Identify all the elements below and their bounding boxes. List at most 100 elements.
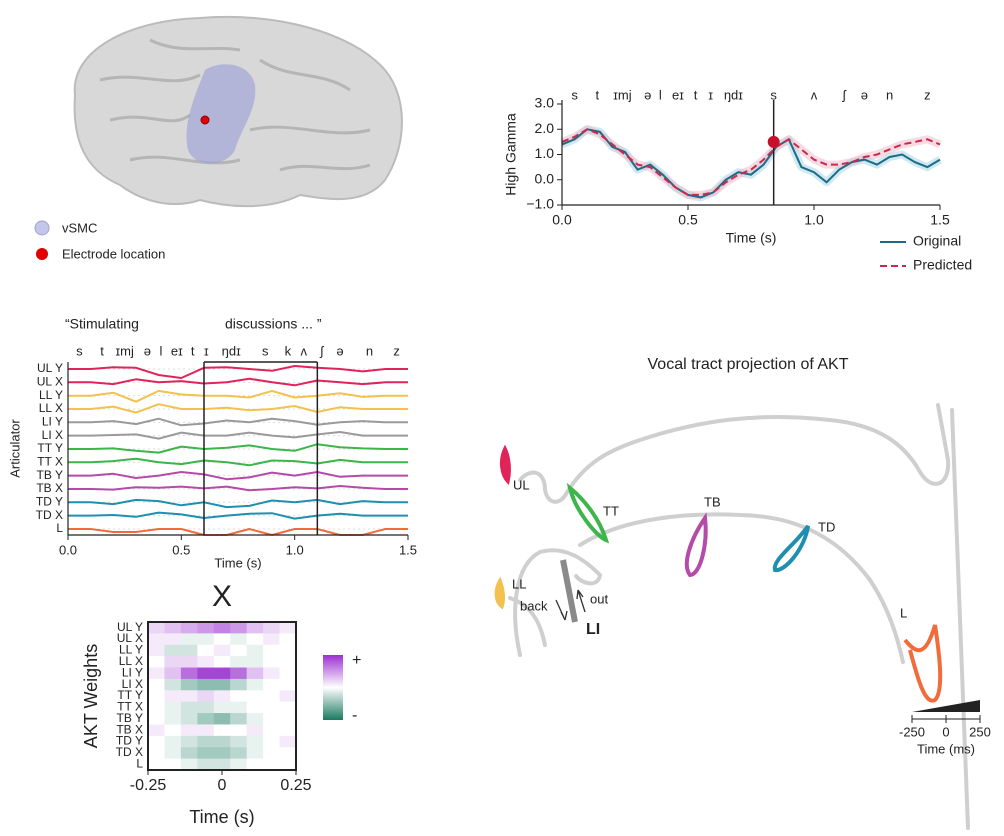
heat-cell: [246, 633, 264, 646]
x-tick-label: 0.5: [678, 212, 698, 228]
trace: [68, 403, 408, 414]
td-trajectory: [772, 524, 810, 572]
phoneme: eɪ: [171, 343, 183, 358]
row-label: LI X: [122, 677, 143, 691]
heat-cell: [263, 622, 281, 634]
heat-cell: [148, 622, 165, 634]
x-tick-label: 1.5: [399, 542, 417, 557]
brain-image: [73, 15, 403, 208]
row-label: LL Y: [39, 388, 63, 402]
heat-cell: [230, 667, 248, 680]
trace: [68, 471, 408, 481]
phoneme: l: [159, 343, 162, 358]
phoneme: s: [770, 87, 777, 102]
heat-cell: [148, 678, 165, 691]
row-label: UL Y: [37, 361, 63, 375]
trace: [68, 457, 408, 467]
heat-cell: [180, 713, 198, 725]
heat-cell: [197, 656, 215, 669]
phoneme: t: [100, 343, 104, 358]
heat-cell: [230, 690, 248, 703]
row-label: UL Y: [117, 620, 143, 634]
heat-cell: [164, 713, 182, 725]
phoneme: t: [191, 343, 195, 358]
heat-cell: [148, 713, 165, 725]
heat-cell: [246, 690, 264, 703]
x-tick-label: 1.5: [930, 212, 950, 228]
row-label: LL X: [119, 654, 143, 668]
phoneme: n: [886, 87, 893, 102]
label-out: out: [590, 591, 608, 606]
heat-cell: [230, 633, 248, 646]
phoneme: ə: [144, 343, 151, 358]
ll-trajectory: [494, 576, 505, 610]
colorbar-label: +: [352, 652, 361, 669]
row-label: TT Y: [37, 441, 63, 455]
phoneme: ŋdɪ: [724, 87, 743, 102]
heat-cell: [148, 758, 165, 771]
legend-label: Predicted: [913, 257, 972, 273]
axes: [561, 100, 940, 206]
label-tb: TB: [704, 494, 721, 509]
heat-cell: [230, 735, 248, 748]
heat-cell: [263, 633, 281, 646]
y-tick-label: −1.0: [526, 196, 554, 212]
trace: [68, 511, 408, 520]
heat-cell: [197, 713, 215, 725]
row-label: UL X: [117, 631, 143, 645]
row-label: TB Y: [117, 711, 143, 725]
row-label: LI X: [42, 428, 63, 442]
heat-cell: [230, 747, 248, 760]
heat-cell: [148, 656, 165, 669]
x-tick-label: 0: [218, 777, 227, 794]
heat-cell: [230, 701, 248, 714]
heat-cell: [263, 667, 281, 680]
heat-cell: [263, 758, 281, 771]
y-axis-label: Articulator: [7, 419, 22, 478]
heat-cell: [230, 758, 248, 771]
heat-cell: [180, 622, 198, 634]
heat-cell: [246, 656, 264, 669]
heat-cell: [197, 678, 215, 691]
heat-cell: [279, 713, 297, 725]
heat-cell: [197, 622, 215, 634]
colorbar: [323, 655, 343, 720]
heat-cell: [213, 656, 231, 669]
trace: [68, 431, 408, 440]
y-tick-label: 1.0: [535, 145, 555, 161]
heat-cell: [230, 724, 248, 737]
heat-cell: [180, 701, 198, 714]
heat-cell: [246, 644, 264, 657]
heat-cell: [246, 758, 264, 771]
row-label: TD Y: [36, 494, 63, 508]
heat-cell: [230, 678, 248, 691]
row-label: TT X: [117, 700, 143, 714]
heat-cell: [279, 701, 297, 714]
heat-cell: [263, 735, 281, 748]
trace: [68, 485, 408, 492]
heat-cell: [263, 690, 281, 703]
heat-cell: [263, 644, 281, 657]
l-trajectory: [903, 624, 943, 703]
heat-cell: [180, 735, 198, 748]
heat-cell: [246, 713, 264, 725]
row-label: UL X: [37, 375, 63, 389]
trace: [68, 365, 408, 379]
heat-cell: [164, 690, 182, 703]
heat-cell: [164, 724, 182, 737]
row-label: TB X: [36, 481, 63, 495]
phoneme: s: [262, 343, 269, 358]
label-ul: UL: [513, 477, 530, 492]
heat-cell: [279, 667, 297, 680]
phoneme: ə: [644, 87, 651, 102]
label-l: L: [900, 605, 907, 620]
phoneme: ə: [861, 87, 868, 102]
heat-cell: [180, 633, 198, 646]
heat-cell: [279, 678, 297, 691]
phoneme: z: [924, 87, 931, 102]
phoneme: ŋdɪ: [222, 343, 241, 358]
heat-cell: [279, 622, 297, 634]
li-trajectory: [560, 559, 578, 623]
heat-cell: [197, 644, 215, 657]
heat-cell: [180, 690, 198, 703]
